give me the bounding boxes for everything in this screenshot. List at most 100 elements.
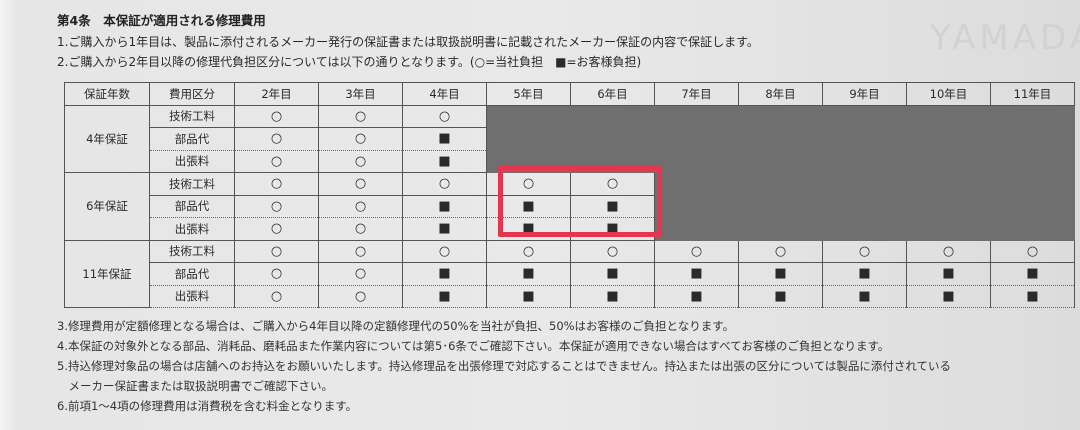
not-applicable-cell xyxy=(906,172,991,196)
company-pays-circle: ○ xyxy=(654,239,739,263)
cost-type: 部品代 xyxy=(149,194,235,218)
company-pays-circle: ○ xyxy=(402,172,487,196)
customer-pays-square: ■ xyxy=(570,284,655,308)
not-applicable-cell xyxy=(822,217,907,241)
customer-pays-square: ■ xyxy=(402,194,487,218)
company-pays-circle: ○ xyxy=(402,239,487,263)
company-pays-circle: ○ xyxy=(402,104,487,128)
company-pays-circle: ○ xyxy=(990,239,1075,263)
customer-pays-square: ■ xyxy=(906,262,991,286)
not-applicable-cell xyxy=(654,127,739,151)
column-header: 4年目 xyxy=(402,82,487,106)
company-pays-circle: ○ xyxy=(738,239,823,263)
cost-type: 技術工料 xyxy=(149,104,235,128)
not-applicable-cell xyxy=(738,104,823,128)
section-title: 第4条 本保証が適用される修理費用 xyxy=(57,13,266,28)
cost-type: 部品代 xyxy=(149,127,235,151)
column-header: 9年目 xyxy=(822,82,907,106)
customer-pays-square: ■ xyxy=(402,262,487,286)
not-applicable-cell xyxy=(654,104,739,128)
company-pays-circle: ○ xyxy=(822,239,907,263)
company-pays-circle: ○ xyxy=(234,262,319,286)
column-header: 3年目 xyxy=(318,82,403,106)
table-row: 部品代 ○ ○ ■ ■ ■ ■ ■ ■ ■ ■ xyxy=(65,262,1075,286)
company-pays-circle: ○ xyxy=(318,172,403,196)
page-edge xyxy=(0,0,22,430)
customer-pays-square: ■ xyxy=(906,284,991,308)
company-pays-circle: ○ xyxy=(318,217,403,241)
company-pays-circle: ○ xyxy=(318,149,403,173)
company-pays-circle: ○ xyxy=(570,239,655,263)
company-pays-circle: ○ xyxy=(318,239,403,263)
not-applicable-cell xyxy=(738,127,823,151)
company-pays-circle: ○ xyxy=(318,104,403,128)
not-applicable-cell xyxy=(738,149,823,173)
column-header: 11年目 xyxy=(990,82,1075,106)
column-header: 6年目 xyxy=(570,82,655,106)
not-applicable-cell xyxy=(990,127,1075,151)
column-header: 5年目 xyxy=(486,82,571,106)
table-row: 出張料 ○ ○ ■ ■ ■ xyxy=(65,217,1075,241)
customer-pays-square: ■ xyxy=(486,262,571,286)
customer-pays-square: ■ xyxy=(990,262,1075,286)
customer-pays-square: ■ xyxy=(486,194,571,218)
cost-type: 部品代 xyxy=(149,262,235,286)
customer-pays-square: ■ xyxy=(402,284,487,308)
customer-pays-square: ■ xyxy=(486,284,571,308)
customer-pays-square: ■ xyxy=(570,262,655,286)
company-pays-circle: ○ xyxy=(486,239,571,263)
company-pays-circle: ○ xyxy=(234,104,319,128)
not-applicable-cell xyxy=(906,104,991,128)
company-pays-circle: ○ xyxy=(234,172,319,196)
company-pays-circle: ○ xyxy=(318,194,403,218)
company-pays-circle: ○ xyxy=(318,262,403,286)
company-pays-circle: ○ xyxy=(234,194,319,218)
customer-pays-square: ■ xyxy=(822,262,907,286)
customer-pays-square: ■ xyxy=(738,262,823,286)
column-header: 8年目 xyxy=(738,82,823,106)
not-applicable-cell xyxy=(822,127,907,151)
not-applicable-cell xyxy=(906,149,991,173)
note-5-cont: メーカー保証書または取扱説明書でご確認下さい。 xyxy=(57,379,333,393)
company-pays-circle: ○ xyxy=(234,284,319,308)
column-header: 7年目 xyxy=(654,82,739,106)
highlight-box xyxy=(498,166,662,237)
company-pays-circle: ○ xyxy=(234,217,319,241)
customer-pays-square: ■ xyxy=(402,217,487,241)
not-applicable-cell xyxy=(738,172,823,196)
note-6: 6.前項1～4項の修理費用は消費税を含む料金となります。 xyxy=(57,399,358,413)
cost-type: 出張料 xyxy=(149,284,235,308)
customer-pays-square: ■ xyxy=(402,127,487,151)
not-applicable-cell xyxy=(654,149,739,173)
not-applicable-cell xyxy=(486,104,571,128)
column-header: 費用区分 xyxy=(149,82,235,106)
not-applicable-cell xyxy=(990,149,1075,173)
table-row: 11年保証 技術工料 ○ ○ ○ ○ ○ ○ ○ ○ ○ ○ xyxy=(64,239,1075,308)
not-applicable-cell xyxy=(822,194,907,218)
column-header: 保証年数 xyxy=(64,82,150,106)
not-applicable-cell xyxy=(822,104,907,128)
customer-pays-square: ■ xyxy=(738,284,823,308)
not-applicable-cell xyxy=(738,194,823,218)
not-applicable-cell xyxy=(654,217,739,241)
not-applicable-cell xyxy=(906,194,991,218)
not-applicable-cell xyxy=(906,217,991,241)
not-applicable-cell xyxy=(990,104,1075,128)
not-applicable-cell xyxy=(822,172,907,196)
company-pays-circle: ○ xyxy=(234,127,319,151)
column-header: 2年目 xyxy=(234,82,319,106)
repair-cost-table: 保証年数 費用区分 2年目 3年目 4年目 5年目 6年目 7年目 8年目 9年目 10年目 11年目… xyxy=(64,82,1075,308)
not-applicable-cell xyxy=(822,149,907,173)
cost-type: 出張料 xyxy=(149,149,235,173)
cost-type: 出張料 xyxy=(149,217,235,241)
note-3: 3.修理費用が定額修理となる場合は、ご購入から4年目以降の定額修理代の50%を当… xyxy=(57,319,735,333)
not-applicable-cell xyxy=(990,217,1075,241)
clause-2: 2.ご購入から2年目以降の修理代負担区分については以下の通りとなります。(○=当… xyxy=(57,55,642,69)
column-header: 10年目 xyxy=(906,82,991,106)
company-pays-circle: ○ xyxy=(318,284,403,308)
warranty-period: 4年保証 xyxy=(64,104,150,173)
not-applicable-cell xyxy=(990,172,1075,196)
cost-type: 技術工料 xyxy=(149,172,235,196)
clause-1: 1.ご購入から1年目は、製品に添付されるメーカー発行の保証書または取扱説明書に記… xyxy=(57,35,759,49)
table-row: 出張料 ○ ○ ■ ■ ■ ■ ■ ■ ■ ■ xyxy=(65,284,1075,308)
